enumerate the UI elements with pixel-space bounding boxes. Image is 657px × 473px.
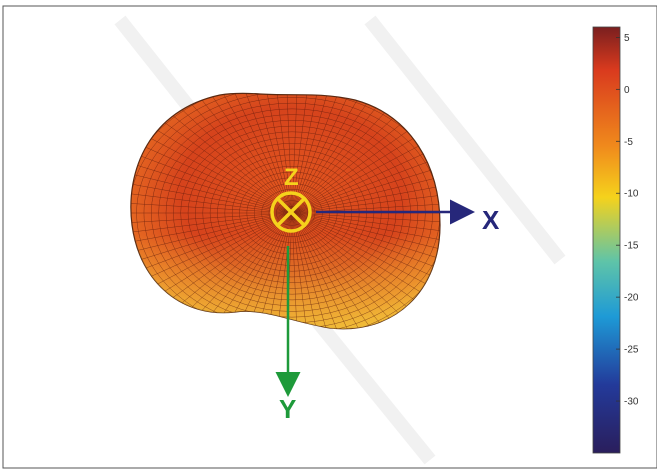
z-axis-into-page-icon <box>270 191 312 233</box>
radiation-pattern-surface <box>130 92 441 330</box>
colorbar <box>592 26 621 454</box>
colorbar-tick-label: -30 <box>624 397 639 408</box>
colorbar-tick-label: -10 <box>624 189 639 200</box>
z-axis-label: Z <box>284 164 299 191</box>
colorbar-ticks: 5 0 -5 -10 -15 -20 -25 -30 <box>616 33 639 408</box>
colorbar-tick-label: -20 <box>624 293 639 304</box>
x-axis-label: X <box>482 205 500 235</box>
colorbar-tick-label: -15 <box>624 241 639 252</box>
colorbar-tick-label: -25 <box>624 345 639 356</box>
y-axis-label: Y <box>279 394 296 424</box>
colorbar-tick-label: 0 <box>624 85 630 96</box>
colorbar-tick-label: -5 <box>624 137 633 148</box>
colorbar-tick-label: 5 <box>624 33 630 44</box>
